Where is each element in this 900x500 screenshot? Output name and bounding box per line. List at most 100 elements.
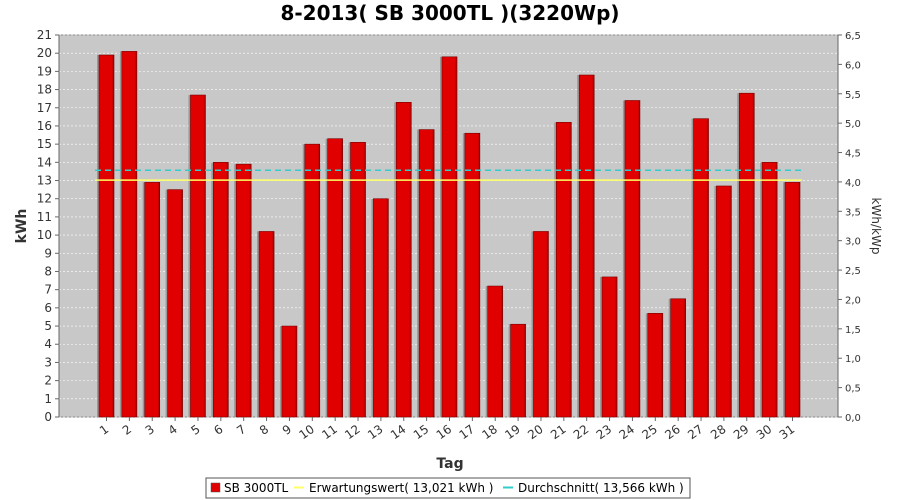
bar-day-8 — [258, 231, 275, 418]
y-tick-label: 0 — [44, 410, 52, 424]
legend-swatch-bar — [210, 482, 221, 493]
y-tick-label: 12 — [37, 192, 52, 206]
y-tick-label: 2 — [44, 374, 52, 388]
y-tick-label-right: 3,0 — [845, 237, 861, 248]
x-tick-label: 22 — [571, 422, 592, 442]
y-tick-label: 18 — [37, 83, 52, 97]
chart-title: 8-2013( SB 3000TL )(3220Wp) — [280, 1, 619, 25]
y-tick-label: 1 — [44, 392, 52, 406]
x-tick-label: 18 — [479, 422, 500, 442]
y-tick-label: 20 — [37, 46, 52, 60]
x-tick-label: 9 — [280, 422, 294, 438]
bar-day-17 — [464, 132, 481, 418]
legend: SB 3000TL Erwartungswert( 13,021 kWh ) D… — [205, 477, 691, 499]
x-tick-label: 15 — [411, 422, 432, 442]
x-axis-label: Tag — [436, 456, 463, 472]
y-tick-label: 11 — [37, 210, 52, 224]
bar-day-21 — [556, 122, 572, 418]
bar-day-4 — [167, 189, 183, 418]
x-tick-label: 23 — [594, 422, 615, 442]
x-tick-label: 11 — [319, 422, 340, 442]
y-tick-label-right: 2,5 — [845, 266, 861, 277]
bar-day-5 — [190, 94, 206, 418]
y-tick-label: 4 — [44, 337, 52, 351]
x-tick-label: 1 — [97, 422, 111, 438]
x-tick-label: 5 — [188, 422, 202, 438]
bar-day-15 — [418, 129, 435, 418]
x-tick-label: 25 — [639, 422, 660, 442]
bars-group — [97, 51, 801, 418]
x-axis: 1 2 3 4 5 6 7 8 9 10 11 12 13 14 15 16 17 18 19 20 21 22 23 24 2… — [97, 417, 797, 442]
y-tick-label-right: 4,0 — [845, 178, 861, 189]
y-tick-label-right: 5,0 — [845, 119, 861, 130]
y-axis-right: 0,0 0,5 1,0 1,5 2,0 2,5 3,0 3,5 4,0 4,5 5,0 5,5 6,0 6… — [837, 31, 861, 424]
y-tick-label: 7 — [44, 283, 52, 297]
y-tick-label: 6 — [44, 301, 52, 315]
x-tick-label: 10 — [296, 422, 317, 442]
bar-day-30 — [761, 162, 778, 418]
bar-day-29 — [738, 92, 755, 418]
bar-day-23 — [601, 276, 618, 418]
y-tick-label: 9 — [44, 246, 52, 260]
x-tick-label: 17 — [457, 422, 478, 442]
y-tick-label-right: 0,0 — [845, 413, 861, 424]
x-tick-label: 2 — [120, 422, 134, 438]
x-tick-label: 4 — [166, 422, 180, 438]
x-tick-label: 3 — [143, 422, 157, 438]
y-tick-label-right: 4,5 — [845, 149, 861, 160]
y-tick-label: 10 — [37, 228, 52, 242]
y-tick-label: 8 — [44, 264, 52, 278]
x-tick-label: 6 — [211, 422, 225, 438]
y-tick-label-right: 3,5 — [845, 207, 861, 218]
bar-day-26 — [670, 298, 686, 418]
bar-day-27 — [693, 118, 709, 418]
x-tick-label: 12 — [342, 422, 363, 442]
y-tick-label-right: 5,5 — [845, 90, 861, 101]
bar-day-31 — [784, 182, 801, 418]
y-tick-label: 17 — [37, 101, 52, 115]
bar-day-9 — [281, 325, 298, 418]
bar-day-24 — [624, 100, 641, 418]
y-tick-label: 5 — [44, 319, 52, 333]
x-tick-label: 27 — [685, 422, 706, 442]
y-tick-label: 16 — [37, 119, 52, 133]
y-tick-label-right: 6,0 — [845, 60, 861, 71]
y-tick-label-right: 1,0 — [845, 354, 861, 365]
x-tick-label: 13 — [365, 422, 386, 442]
bar-day-18 — [487, 285, 504, 418]
bar-day-22 — [578, 74, 595, 418]
x-tick-label: 29 — [731, 422, 752, 442]
y-axis-label-left: kWh — [14, 209, 30, 244]
x-tick-label: 31 — [777, 422, 798, 442]
reference-lines — [95, 169, 802, 181]
bar-day-16 — [441, 56, 458, 418]
bar-day-1 — [98, 54, 115, 418]
bar-day-3 — [144, 182, 161, 418]
y-tick-label: 19 — [37, 64, 52, 78]
bar-day-19 — [510, 323, 526, 418]
x-tick-label: 8 — [257, 422, 271, 438]
x-tick-label: 24 — [617, 422, 638, 442]
y-tick-label: 3 — [44, 355, 52, 369]
legend-label-expectation: Erwartungswert( 13,021 kWh ) — [309, 481, 493, 495]
x-tick-label: 19 — [502, 422, 523, 442]
x-tick-label: 20 — [525, 422, 546, 442]
y-tick-label-right: 0,5 — [845, 384, 861, 395]
legend-label-average: Durchschnitt( 13,566 kWh ) — [518, 481, 684, 495]
bar-day-6 — [213, 162, 229, 418]
bar-day-13 — [373, 198, 389, 418]
bar-day-2 — [121, 51, 138, 418]
bar-day-20 — [533, 231, 549, 418]
bar-day-10 — [304, 143, 321, 418]
bar-day-7 — [235, 163, 252, 418]
x-tick-label: 30 — [754, 422, 775, 442]
bar-day-25 — [647, 313, 664, 418]
bar-day-14 — [395, 102, 412, 418]
x-tick-label: 7 — [234, 422, 248, 438]
y-tick-label-right: 2,0 — [845, 295, 861, 306]
x-tick-label: 28 — [708, 422, 729, 442]
bar-day-12 — [350, 142, 366, 418]
x-tick-label: 21 — [548, 422, 569, 442]
